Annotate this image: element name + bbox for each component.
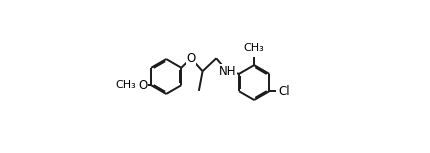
Text: CH₃: CH₃ <box>243 43 264 53</box>
Text: O: O <box>186 52 195 65</box>
Text: O: O <box>138 79 147 92</box>
Text: NH: NH <box>218 65 236 78</box>
Text: CH₃: CH₃ <box>115 80 135 90</box>
Text: Cl: Cl <box>278 85 289 98</box>
